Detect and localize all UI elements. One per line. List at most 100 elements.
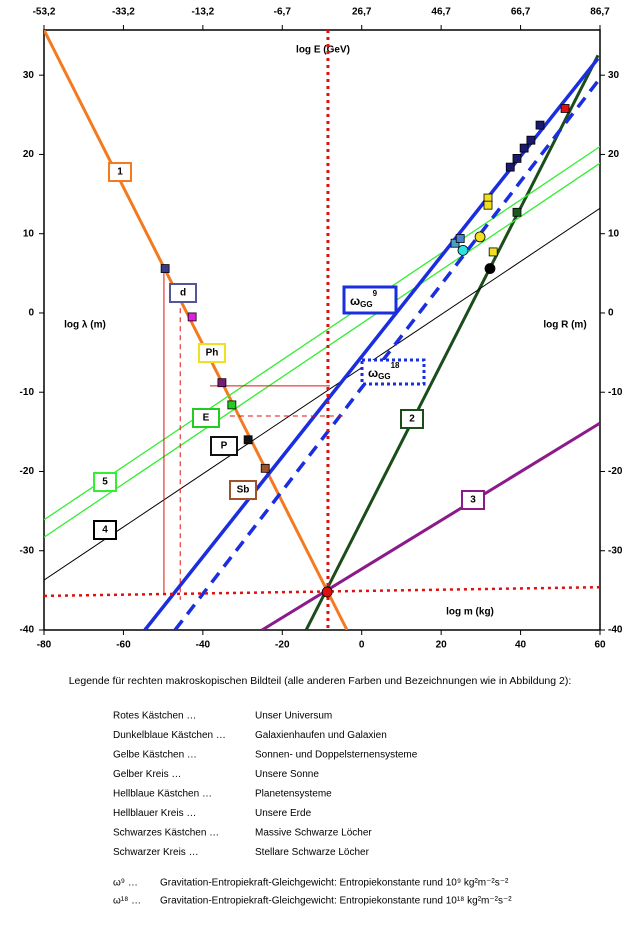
omega-sub: GG [378, 372, 390, 381]
point-square [512, 207, 522, 217]
point-label-box [169, 283, 197, 303]
y2-axis-label: log R (m) [543, 320, 586, 331]
legend-key: Rotes Kästchen … [113, 711, 196, 722]
x2-tick-label: 86,7 [590, 7, 610, 18]
x-axis-label: log m (kg) [446, 607, 494, 618]
note-key: ω⁹ … [113, 878, 138, 889]
top-axis-label: log E (GeV) [296, 45, 350, 56]
legend-desc: Stellare Schwarze Löcher [255, 847, 370, 858]
series-line [44, 30, 349, 630]
y-tick-label: -30 [20, 545, 35, 556]
omega-sub: GG [360, 300, 372, 309]
y2-tick-label: -30 [608, 545, 623, 556]
x2-tick-label: 26,7 [352, 7, 372, 18]
legend-key: Gelber Kreis … [113, 769, 181, 780]
y-tick-label: 0 [28, 308, 34, 319]
point-square [512, 154, 522, 163]
point-square [260, 463, 270, 473]
legend-key: Gelbe Kästchen … [113, 750, 197, 761]
omega-symbol: ω [368, 366, 378, 380]
point-square [243, 435, 253, 445]
series-label-box [108, 162, 132, 182]
omega-label: ωGG18 [368, 361, 400, 381]
x-tick-label: -80 [37, 640, 52, 651]
legend-desc: Planetensysteme [255, 789, 332, 800]
point-label-box [198, 343, 226, 363]
series-line [143, 57, 600, 630]
series-line [44, 162, 600, 538]
x-tick-label: 60 [594, 640, 606, 651]
point-square [160, 264, 170, 273]
y-tick-label: 30 [23, 70, 35, 81]
y-axis-label: log λ (m) [64, 320, 106, 331]
legend-title: Legende für rechten makroskopischen Bild… [69, 675, 572, 687]
legend-key: Schwarzer Kreis … [113, 847, 199, 858]
point-circle [474, 231, 486, 243]
y-tick-label: -10 [20, 387, 35, 398]
y2-tick-label: -40 [608, 625, 623, 636]
legend-desc: Unsere Sonne [255, 769, 319, 780]
omega-label: ωGG9 [350, 289, 378, 309]
series-label: 2 [409, 414, 415, 425]
omega-symbol: ω [350, 294, 360, 308]
point-square [187, 312, 197, 322]
point-label-box [210, 436, 238, 456]
point-square [488, 247, 498, 257]
point-label: d [180, 288, 186, 299]
y2-tick-label: 0 [608, 308, 614, 319]
omega-box [342, 285, 398, 315]
point-square [227, 400, 237, 410]
point-label: Sb [237, 485, 250, 496]
point-square [560, 104, 570, 113]
x-tick-label: 0 [359, 640, 365, 651]
x-tick-label: -20 [275, 640, 290, 651]
y2-tick-label: 20 [608, 149, 620, 160]
legend-key: Schwarzes Kästchen … [113, 828, 219, 839]
point-square [483, 200, 493, 210]
y-tick-label: 10 [23, 228, 35, 239]
y2-tick-label: -20 [608, 466, 623, 477]
y-tick-label: -20 [20, 466, 35, 477]
x2-tick-label: -6,7 [274, 7, 292, 18]
legend-key: Hellblauer Kreis … [113, 808, 196, 819]
point-square [505, 162, 515, 172]
legend-desc: Galaxienhaufen und Galaxien [255, 730, 387, 741]
series-label-box [461, 490, 485, 510]
x2-tick-label: 46,7 [431, 7, 451, 18]
plot-layer [44, 30, 600, 630]
series-label: 4 [102, 525, 108, 536]
point-square [450, 238, 460, 248]
point-square [519, 143, 529, 153]
series-line [44, 145, 600, 521]
legend-key: Hellblaue Kästchen … [113, 789, 212, 800]
x-tick-label: 20 [436, 640, 448, 651]
series-line [173, 77, 600, 630]
point-circle [484, 263, 496, 274]
series-label: 5 [102, 477, 108, 488]
series-label: 3 [470, 495, 476, 506]
series-line [261, 421, 600, 630]
series-line [44, 207, 600, 581]
x2-tick-label: 66,7 [511, 7, 531, 18]
legend-desc: Sonnen- und Doppelsternensysteme [255, 750, 418, 761]
point-label: Ph [206, 348, 219, 359]
point-square [455, 234, 465, 243]
note-key: ω¹⁸ … [113, 896, 141, 907]
note-text: Gravitation-Entropiekraft-Gleichgewicht:… [160, 878, 509, 889]
y-tick-label: 20 [23, 149, 35, 160]
x2-tick-label: -53,2 [33, 7, 56, 18]
point-label-box [192, 408, 220, 428]
series-label-box [93, 520, 117, 540]
legend-key: Dunkelblaue Kästchen … [113, 730, 226, 741]
note-text: Gravitation-Entropiekraft-Gleichgewicht:… [160, 896, 512, 907]
x-tick-label: -40 [196, 640, 211, 651]
omega-sup: 9 [373, 289, 378, 298]
point-circle [321, 586, 333, 598]
point-label: E [203, 413, 210, 424]
legend-desc: Unser Universum [255, 711, 332, 722]
x-tick-label: -60 [116, 640, 131, 651]
series-label: 1 [117, 167, 123, 178]
omega-sup: 18 [391, 361, 400, 370]
omega-box [360, 358, 426, 386]
